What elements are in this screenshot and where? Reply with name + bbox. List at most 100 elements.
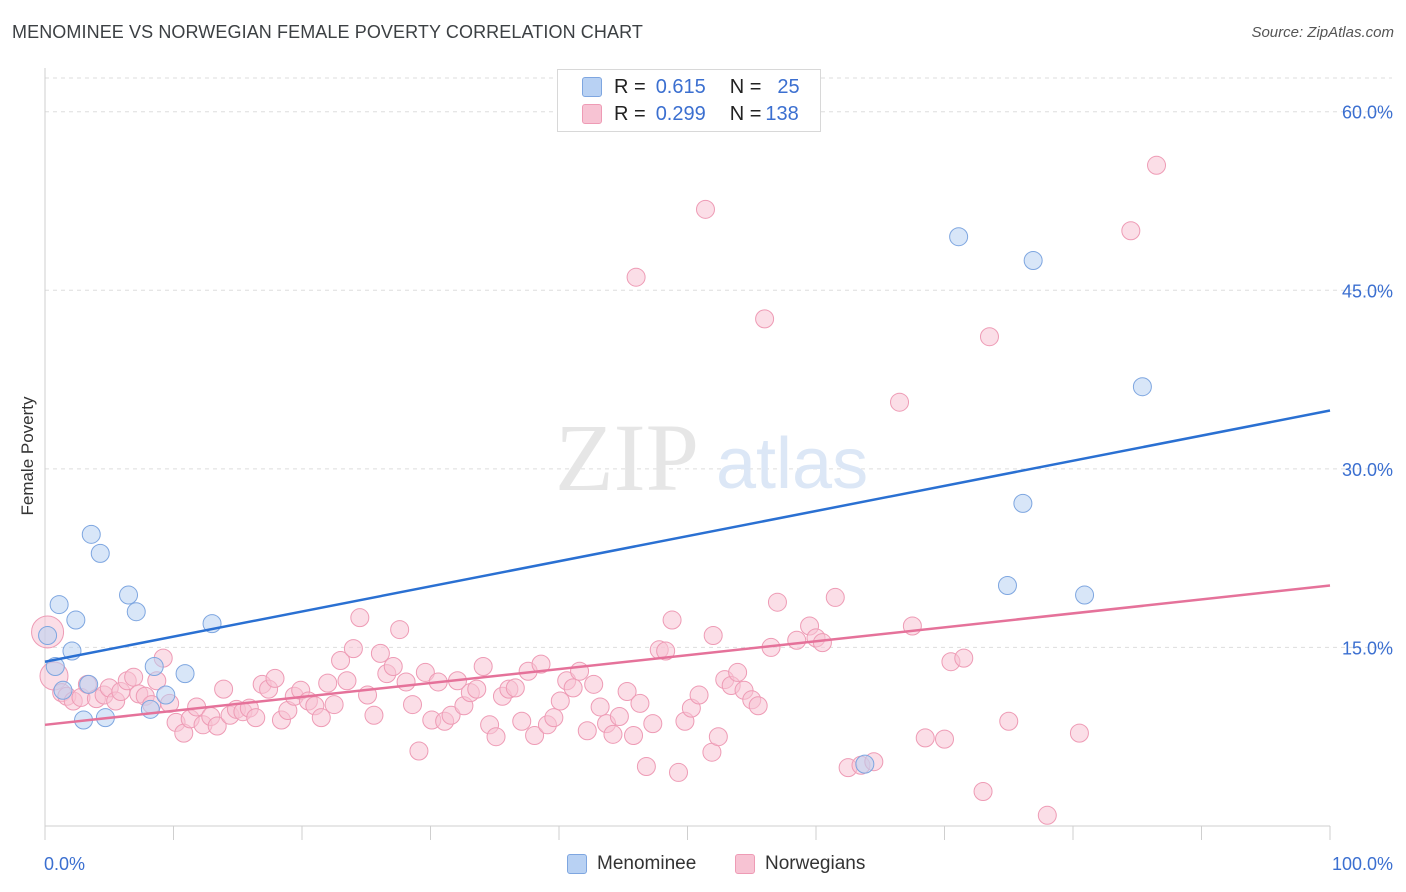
norwegians-point (669, 762, 689, 782)
y-tick-label: 60.0% (1342, 103, 1393, 123)
norwegians-point (630, 693, 650, 713)
norwegians-point (246, 708, 266, 728)
r-value: 0.615 (655, 75, 706, 98)
norwegians-point (544, 708, 564, 728)
correlation-legend: R = 0.615 N = 25 R = 0.299 N = 138 (557, 69, 821, 132)
norwegians-point (1069, 723, 1089, 743)
norwegians-point (617, 681, 637, 701)
norwegians-point (525, 726, 545, 746)
menominee-swatch (567, 854, 587, 874)
y-axis-label: Female Poverty (18, 396, 37, 516)
x-tick-label: 0.0% (44, 854, 85, 874)
menominee-point (126, 602, 146, 622)
norwegians-trend-line (44, 584, 1331, 727)
norwegians-point (311, 708, 331, 728)
norwegians-point (695, 199, 715, 219)
x-tick-label: 100.0% (1332, 854, 1393, 874)
r-label: R = (614, 75, 646, 98)
norwegians-point (787, 630, 807, 650)
norwegians-point (626, 267, 646, 287)
watermark: ZIP atlas (555, 404, 868, 511)
norwegians-point (331, 651, 351, 671)
y-tick-label: 45.0% (1342, 281, 1393, 301)
norwegians-point (748, 696, 768, 716)
watermark-atlas: atlas (716, 424, 868, 504)
norwegians-point (643, 714, 663, 734)
menominee-point (90, 543, 110, 563)
n-value: 25 (777, 75, 800, 98)
menominee-points (38, 227, 1152, 774)
norwegians-point (214, 679, 234, 699)
menominee-point (49, 595, 69, 615)
menominee-swatch (582, 77, 602, 97)
menominee-point (1023, 251, 1043, 271)
norwegians-point (473, 656, 493, 676)
norwegians-point (624, 726, 644, 746)
norwegians-point (207, 716, 227, 736)
menominee-point (53, 680, 73, 700)
norwegians-point (390, 620, 410, 640)
menominee-point (855, 754, 875, 774)
norwegians-point (584, 674, 604, 694)
norwegians-point (1121, 221, 1141, 241)
norwegians-swatch (735, 854, 755, 874)
norwegians-point (396, 672, 416, 692)
norwegians-point (324, 695, 344, 715)
norwegians-point (662, 610, 682, 630)
norwegians-point (512, 711, 532, 731)
menominee-point (119, 585, 139, 605)
norwegians-point (441, 705, 461, 725)
norwegians-point (403, 695, 423, 715)
norwegians-point (265, 668, 285, 688)
norwegians-point (656, 641, 676, 661)
norwegians-point (383, 656, 403, 676)
tick-labels: 15.0% 30.0% 45.0% 60.0% 0.0% 100.0% (44, 103, 1393, 874)
trend-lines (44, 409, 1331, 727)
menominee-point (1013, 493, 1033, 513)
norwegians-point (590, 697, 610, 717)
norwegians-point (486, 727, 506, 747)
norwegians-point (1147, 155, 1167, 175)
norwegians-point (343, 639, 363, 659)
y-tick-label: 15.0% (1342, 638, 1393, 658)
menominee-point (66, 610, 86, 630)
menominee-point (81, 524, 101, 544)
norwegians-point (999, 711, 1019, 731)
norwegians-point (728, 662, 748, 682)
legend-label-menominee: Menominee (597, 853, 697, 874)
norwegians-point (767, 592, 787, 612)
norwegians-point (609, 706, 629, 726)
menominee-point (144, 656, 164, 676)
norwegians-point (915, 728, 935, 748)
menominee-trend-line (44, 409, 1331, 663)
menominee-point (45, 656, 65, 676)
legend-item-menominee: Menominee (567, 852, 696, 876)
norwegians-point (531, 654, 551, 674)
norwegians-point (415, 662, 435, 682)
norwegians-point (825, 587, 845, 607)
axes (44, 68, 1331, 840)
chart-title: MENOMINEE VS NORWEGIAN FEMALE POVERTY CO… (12, 22, 643, 42)
norwegians-point (550, 691, 570, 711)
norwegians-point (979, 327, 999, 347)
norwegians-point (935, 729, 954, 749)
norwegians-point (563, 678, 583, 698)
norwegians-point (973, 781, 993, 801)
norwegians-point (1037, 805, 1057, 825)
norwegians-point (350, 608, 370, 628)
norwegians-point (467, 679, 487, 699)
norwegians-swatch (582, 104, 602, 124)
norwegians-point (364, 705, 384, 725)
norwegians-point (603, 724, 623, 744)
norwegians-point (337, 671, 357, 691)
norwegians-point (954, 648, 974, 668)
y-tick-label: 30.0% (1342, 460, 1393, 480)
norwegians-point (636, 756, 656, 776)
norwegians-point (890, 392, 910, 412)
norwegians-point (505, 678, 525, 698)
menominee-point (997, 576, 1017, 596)
menominee-point (79, 674, 99, 694)
norwegians-point (409, 741, 429, 761)
menominee-point (175, 664, 195, 684)
norwegians-point (577, 721, 597, 741)
